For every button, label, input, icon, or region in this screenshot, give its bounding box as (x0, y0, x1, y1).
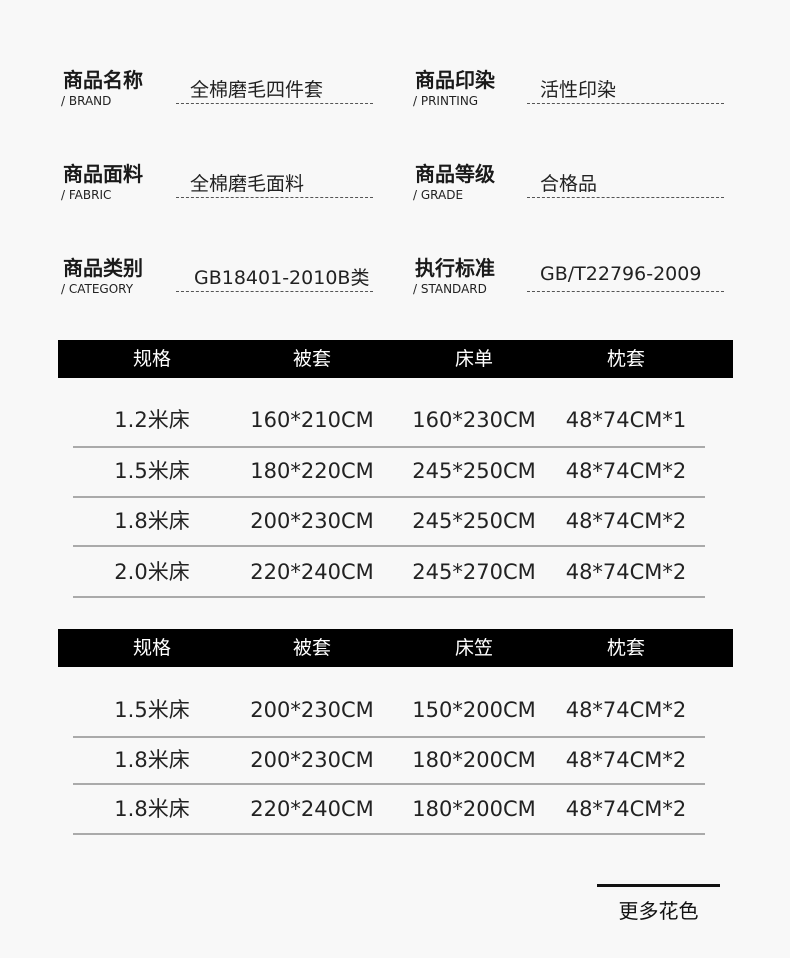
table-row: 1.2米床 160*210CM 160*230CM 48*74CM*1 (0, 395, 790, 445)
row-divider (73, 545, 705, 547)
table-cell: 48*74CM*2 (565, 509, 687, 533)
row-divider (73, 783, 705, 785)
table-header: 规格 被套 床单 枕套 (58, 340, 733, 378)
table-cell: 200*230CM (250, 698, 374, 722)
info-label-en: / PRINTING (413, 94, 479, 108)
info-label-en: / CATEGORY (61, 282, 134, 296)
table-cell: 245*270CM (412, 560, 536, 584)
table-header: 规格 被套 床笠 枕套 (58, 629, 733, 667)
table-cell: 1.2米床 (114, 408, 190, 432)
row-divider (73, 596, 705, 598)
info-label: 商品类别 (63, 256, 143, 280)
table-cell: 1.8米床 (114, 509, 190, 533)
info-label-en: / BRAND (61, 94, 112, 108)
table-row: 1.8米床 200*230CM 245*250CM 48*74CM*2 (0, 496, 790, 546)
dotted-underline (176, 291, 373, 292)
info-label: 商品面料 (63, 162, 143, 186)
info-label: 商品名称 (63, 68, 143, 92)
info-value: GB/T22796-2009 (540, 263, 702, 285)
table-cell: 245*250CM (412, 509, 536, 533)
info-value: 全棉磨毛面料 (190, 173, 305, 195)
table-cell: 1.8米床 (114, 748, 190, 772)
info-label: 商品等级 (415, 162, 495, 186)
table-cell: 48*74CM*2 (565, 797, 687, 821)
table-cell: 180*220CM (250, 459, 374, 483)
table-cell: 200*230CM (250, 748, 374, 772)
info-label-en: / GRADE (413, 188, 464, 202)
more-colors-divider (597, 884, 720, 887)
info-label-en: / FABRIC (61, 188, 112, 202)
table-cell: 48*74CM*2 (565, 698, 687, 722)
table-cell: 160*230CM (412, 408, 536, 432)
column-header: 被套 (292, 348, 332, 370)
table-cell: 200*230CM (250, 509, 374, 533)
info-value: 合格品 (540, 173, 598, 195)
table-cell: 1.8米床 (114, 797, 190, 821)
table-cell: 48*74CM*2 (565, 560, 687, 584)
info-value: 活性印染 (540, 79, 617, 101)
dotted-underline (527, 103, 724, 104)
more-colors-link[interactable]: 更多花色 (618, 899, 699, 923)
dotted-underline (527, 291, 724, 292)
dotted-underline (176, 103, 373, 104)
table-cell: 245*250CM (412, 459, 536, 483)
table-row: 1.5米床 180*220CM 245*250CM 48*74CM*2 (0, 446, 790, 496)
column-header: 枕套 (606, 348, 646, 370)
info-value: GB18401-2010B类 (194, 267, 370, 289)
dotted-underline (176, 197, 373, 198)
info-value: 全棉磨毛四件套 (190, 79, 324, 101)
row-divider (73, 833, 705, 835)
info-label: 执行标准 (415, 256, 495, 280)
dotted-underline (527, 197, 724, 198)
table-cell: 2.0米床 (114, 560, 190, 584)
column-header: 被套 (292, 637, 332, 659)
table-cell: 150*200CM (412, 698, 536, 722)
table-cell: 160*210CM (250, 408, 374, 432)
table-row: 2.0米床 220*240CM 245*270CM 48*74CM*2 (0, 547, 790, 597)
column-header: 床笠 (454, 637, 494, 659)
table-cell: 1.5米床 (114, 698, 190, 722)
table-cell: 48*74CM*2 (565, 459, 687, 483)
table-cell: 180*200CM (412, 797, 536, 821)
column-header: 规格 (132, 348, 172, 370)
table-cell: 1.5米床 (114, 459, 190, 483)
table-cell: 180*200CM (412, 748, 536, 772)
table-cell: 220*240CM (250, 797, 374, 821)
table-row: 1.5米床 200*230CM 150*200CM 48*74CM*2 (0, 685, 790, 735)
row-divider (73, 446, 705, 448)
table-cell: 48*74CM*2 (565, 748, 687, 772)
row-divider (73, 496, 705, 498)
info-label-en: / STANDARD (413, 282, 487, 296)
table-row: 1.8米床 220*240CM 180*200CM 48*74CM*2 (0, 784, 790, 834)
column-header: 规格 (132, 637, 172, 659)
column-header: 床单 (454, 348, 494, 370)
table-row: 1.8米床 200*230CM 180*200CM 48*74CM*2 (0, 735, 790, 785)
info-label: 商品印染 (415, 68, 495, 92)
table-cell: 48*74CM*1 (565, 408, 687, 432)
row-divider (73, 736, 705, 738)
column-header: 枕套 (606, 637, 646, 659)
table-cell: 220*240CM (250, 560, 374, 584)
